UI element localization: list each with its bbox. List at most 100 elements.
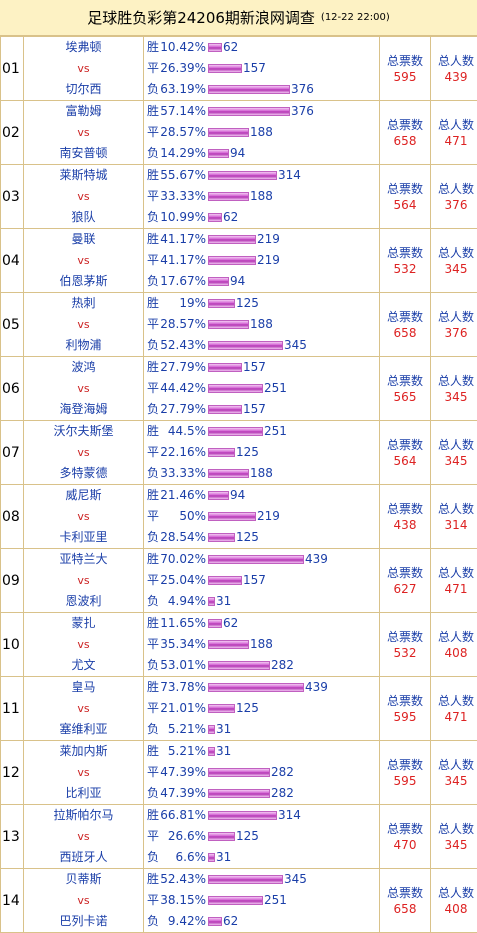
win-percent: 66.81% bbox=[160, 805, 206, 826]
win-label: 胜 bbox=[147, 613, 160, 634]
win-label: 胜 bbox=[147, 37, 160, 58]
lose-percent: 6.6% bbox=[160, 847, 206, 868]
total-people-value: 471 bbox=[431, 581, 477, 597]
win-vote-bar bbox=[208, 235, 256, 244]
home-team[interactable]: 贝蒂斯 bbox=[24, 869, 143, 890]
win-count: 314 bbox=[278, 165, 301, 186]
total-people-label: 总人数 bbox=[431, 53, 477, 69]
lose-percent: 4.94% bbox=[160, 591, 206, 612]
total-votes-label: 总票数 bbox=[380, 117, 430, 133]
draw-percent: 44.42% bbox=[160, 378, 206, 399]
away-team[interactable]: 狼队 bbox=[24, 207, 143, 228]
home-team[interactable]: 曼联 bbox=[24, 229, 143, 250]
away-team[interactable]: 伯恩茅斯 bbox=[24, 271, 143, 292]
home-team[interactable]: 亚特兰大 bbox=[24, 549, 143, 570]
away-team[interactable]: 恩波利 bbox=[24, 591, 143, 612]
home-team[interactable]: 富勒姆 bbox=[24, 101, 143, 122]
lose-percent: 27.79% bbox=[160, 399, 206, 420]
total-people-label: 总人数 bbox=[431, 181, 477, 197]
win-vote-bar bbox=[208, 747, 215, 756]
away-team[interactable]: 塞维利亚 bbox=[24, 719, 143, 740]
home-team[interactable]: 热刺 bbox=[24, 293, 143, 314]
lose-label: 负 bbox=[147, 655, 160, 676]
lose-count: 282 bbox=[271, 655, 294, 676]
draw-percent: 22.16% bbox=[160, 442, 206, 463]
home-team[interactable]: 波鸿 bbox=[24, 357, 143, 378]
total-votes-label: 总票数 bbox=[380, 629, 430, 645]
home-team[interactable]: 拉斯帕尔马 bbox=[24, 805, 143, 826]
away-team[interactable]: 多特蒙德 bbox=[24, 463, 143, 484]
lose-count: 188 bbox=[250, 463, 273, 484]
lose-vote-bar bbox=[208, 789, 270, 798]
lose-percent: 9.42% bbox=[160, 911, 206, 932]
lose-label: 负 bbox=[147, 399, 160, 420]
total-votes-value: 532 bbox=[380, 645, 430, 661]
win-vote-bar bbox=[208, 363, 242, 372]
win-count: 251 bbox=[264, 421, 287, 442]
home-team[interactable]: 莱加内斯 bbox=[24, 741, 143, 762]
draw-count: 188 bbox=[250, 634, 273, 655]
total-votes-label: 总票数 bbox=[380, 501, 430, 517]
total-people-label: 总人数 bbox=[431, 629, 477, 645]
home-team[interactable]: 莱斯特城 bbox=[24, 165, 143, 186]
win-percent: 10.42% bbox=[160, 37, 206, 58]
draw-count: 251 bbox=[264, 890, 287, 911]
away-team[interactable]: 南安普顿 bbox=[24, 143, 143, 164]
away-team[interactable]: 海登海姆 bbox=[24, 399, 143, 420]
home-team[interactable]: 皇马 bbox=[24, 677, 143, 698]
draw-label: 平 bbox=[147, 762, 160, 783]
win-vote-bar bbox=[208, 811, 277, 820]
home-team[interactable]: 蒙扎 bbox=[24, 613, 143, 634]
home-team[interactable]: 威尼斯 bbox=[24, 485, 143, 506]
away-team[interactable]: 利物浦 bbox=[24, 335, 143, 356]
lose-count: 62 bbox=[223, 207, 238, 228]
total-people-value: 408 bbox=[431, 901, 477, 917]
match-number: 03 bbox=[1, 165, 24, 229]
win-vote-bar bbox=[208, 683, 304, 692]
away-team[interactable]: 比利亚 bbox=[24, 783, 143, 804]
lose-vote-bar bbox=[208, 917, 222, 926]
away-team[interactable]: 尤文 bbox=[24, 655, 143, 676]
lose-count: 345 bbox=[284, 335, 307, 356]
home-team[interactable]: 沃尔夫斯堡 bbox=[24, 421, 143, 442]
draw-vote-bar bbox=[208, 384, 263, 393]
lose-vote-bar bbox=[208, 853, 215, 862]
total-votes-value: 658 bbox=[380, 901, 430, 917]
total-people-value: 345 bbox=[431, 261, 477, 277]
total-votes-value: 658 bbox=[380, 325, 430, 341]
draw-vote-bar bbox=[208, 320, 249, 329]
match-number: 09 bbox=[1, 549, 24, 613]
away-team[interactable]: 西班牙人 bbox=[24, 847, 143, 868]
total-people-value: 345 bbox=[431, 773, 477, 789]
away-team[interactable]: 卡利亚里 bbox=[24, 527, 143, 548]
win-count: 62 bbox=[223, 613, 238, 634]
draw-count: 125 bbox=[236, 826, 259, 847]
draw-label: 平 bbox=[147, 826, 160, 847]
lose-count: 94 bbox=[230, 271, 245, 292]
vs-label: vs bbox=[24, 442, 143, 463]
vs-label: vs bbox=[24, 570, 143, 591]
match-number: 12 bbox=[1, 741, 24, 805]
home-team[interactable]: 埃弗顿 bbox=[24, 37, 143, 58]
away-team[interactable]: 巴列卡诺 bbox=[24, 911, 143, 932]
lose-count: 376 bbox=[291, 79, 314, 100]
draw-label: 平 bbox=[147, 186, 160, 207]
away-team[interactable]: 切尔西 bbox=[24, 79, 143, 100]
